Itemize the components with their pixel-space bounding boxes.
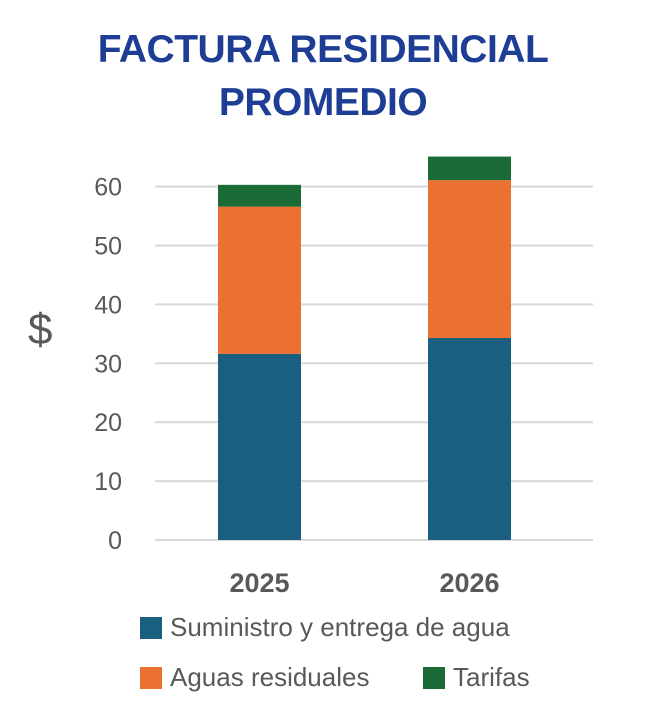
chart-title-line-1: FACTURA RESIDENCIAL: [97, 28, 549, 71]
legend-label: Suministro y entrega de agua: [170, 612, 510, 642]
legend-swatch: [140, 616, 162, 639]
y-tick-label: 20: [94, 409, 122, 437]
legend-swatch: [423, 666, 445, 689]
y-axis-label: $: [28, 305, 53, 354]
x-tick-label: 2026: [439, 568, 499, 598]
legend-label: Aguas residuales: [170, 662, 370, 692]
y-tick-label: 30: [94, 350, 122, 378]
y-tick-label: 40: [94, 291, 122, 319]
y-tick-label: 10: [94, 468, 122, 496]
chart-title-line-2: PROMEDIO: [218, 81, 428, 124]
legend-label: Tarifas: [453, 662, 530, 692]
legend-item-0: Suministro y entrega de agua: [140, 612, 510, 643]
bar-segment: [218, 184, 301, 207]
y-tick-label: 0: [108, 527, 122, 555]
y-tick-label: 50: [94, 233, 122, 261]
x-tick-label: 2025: [229, 568, 289, 598]
bar-segment: [428, 180, 511, 338]
legend-item-1: Aguas residuales: [140, 662, 369, 693]
bar-segment: [218, 353, 301, 540]
legend-item-2: Tarifas: [423, 662, 530, 693]
legend-swatch: [140, 666, 162, 689]
bar-segment: [218, 206, 301, 354]
bar-segment: [428, 337, 511, 540]
y-tick-label: 60: [94, 174, 122, 202]
bar-segment: [428, 156, 511, 181]
